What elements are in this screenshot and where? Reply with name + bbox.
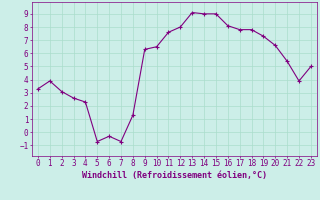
X-axis label: Windchill (Refroidissement éolien,°C): Windchill (Refroidissement éolien,°C) (82, 171, 267, 180)
